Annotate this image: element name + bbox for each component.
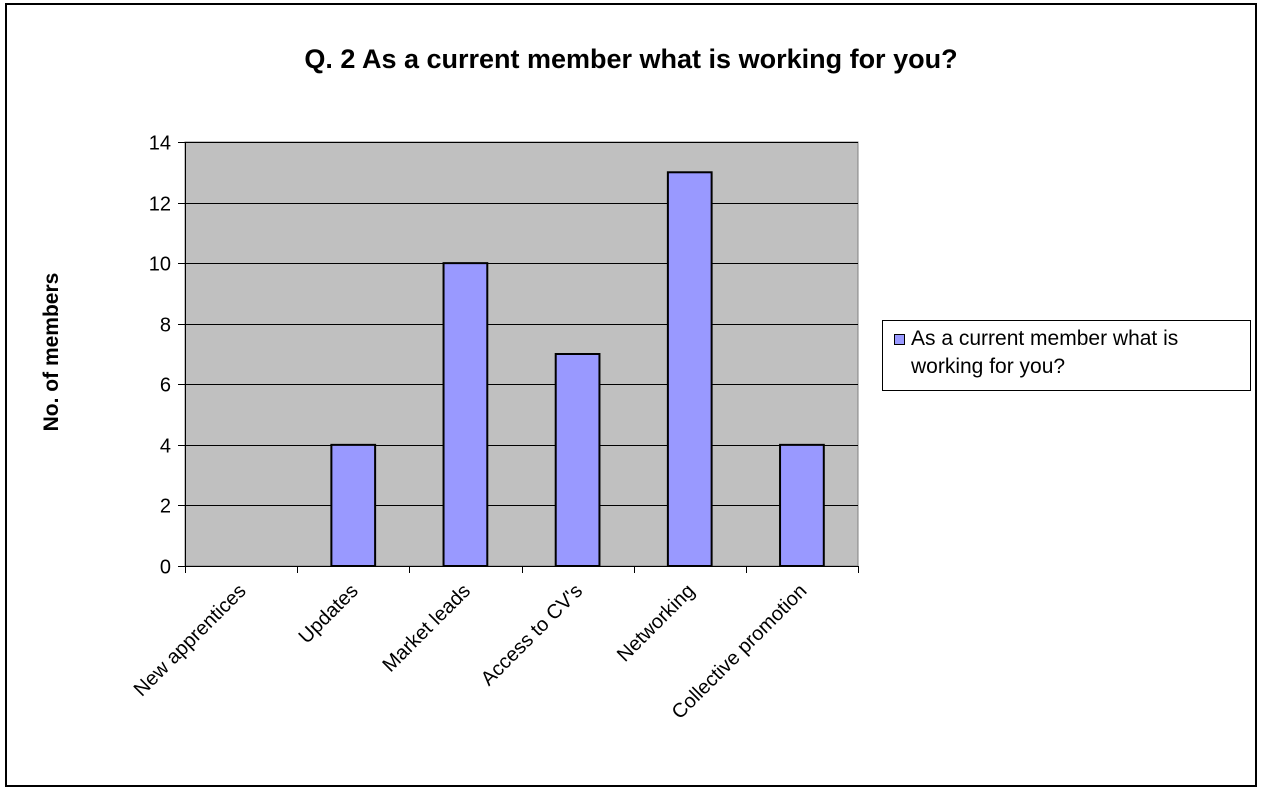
y-tick-label: 8 <box>160 315 171 337</box>
y-tick-label: 0 <box>160 557 171 579</box>
y-tick-label: 4 <box>160 436 171 458</box>
legend-label: As a current member what is working for … <box>911 327 1179 378</box>
y-tick-label: 12 <box>149 194 171 216</box>
y-tick-label: 14 <box>149 133 171 155</box>
x-tick-label: Market leads <box>378 580 475 677</box>
y-tick-label: 6 <box>160 375 171 397</box>
x-tick-label: Access to CV's <box>477 580 587 690</box>
chart-title: Q. 2 As a current member what is working… <box>304 44 958 74</box>
bar <box>779 443 825 568</box>
bar <box>442 262 489 567</box>
legend: As a current member what is working for … <box>882 320 1251 391</box>
x-tick-label: Updates <box>295 580 363 648</box>
plot-background <box>184 141 859 567</box>
bar <box>554 353 601 567</box>
x-tick-label: Networking <box>613 580 699 666</box>
bar <box>666 171 713 568</box>
y-tick-label: 10 <box>149 254 171 276</box>
bar <box>330 443 377 568</box>
y-tick-label: 2 <box>160 496 171 518</box>
legend-swatch <box>894 334 905 345</box>
x-tick-label: New apprentices <box>130 580 251 701</box>
